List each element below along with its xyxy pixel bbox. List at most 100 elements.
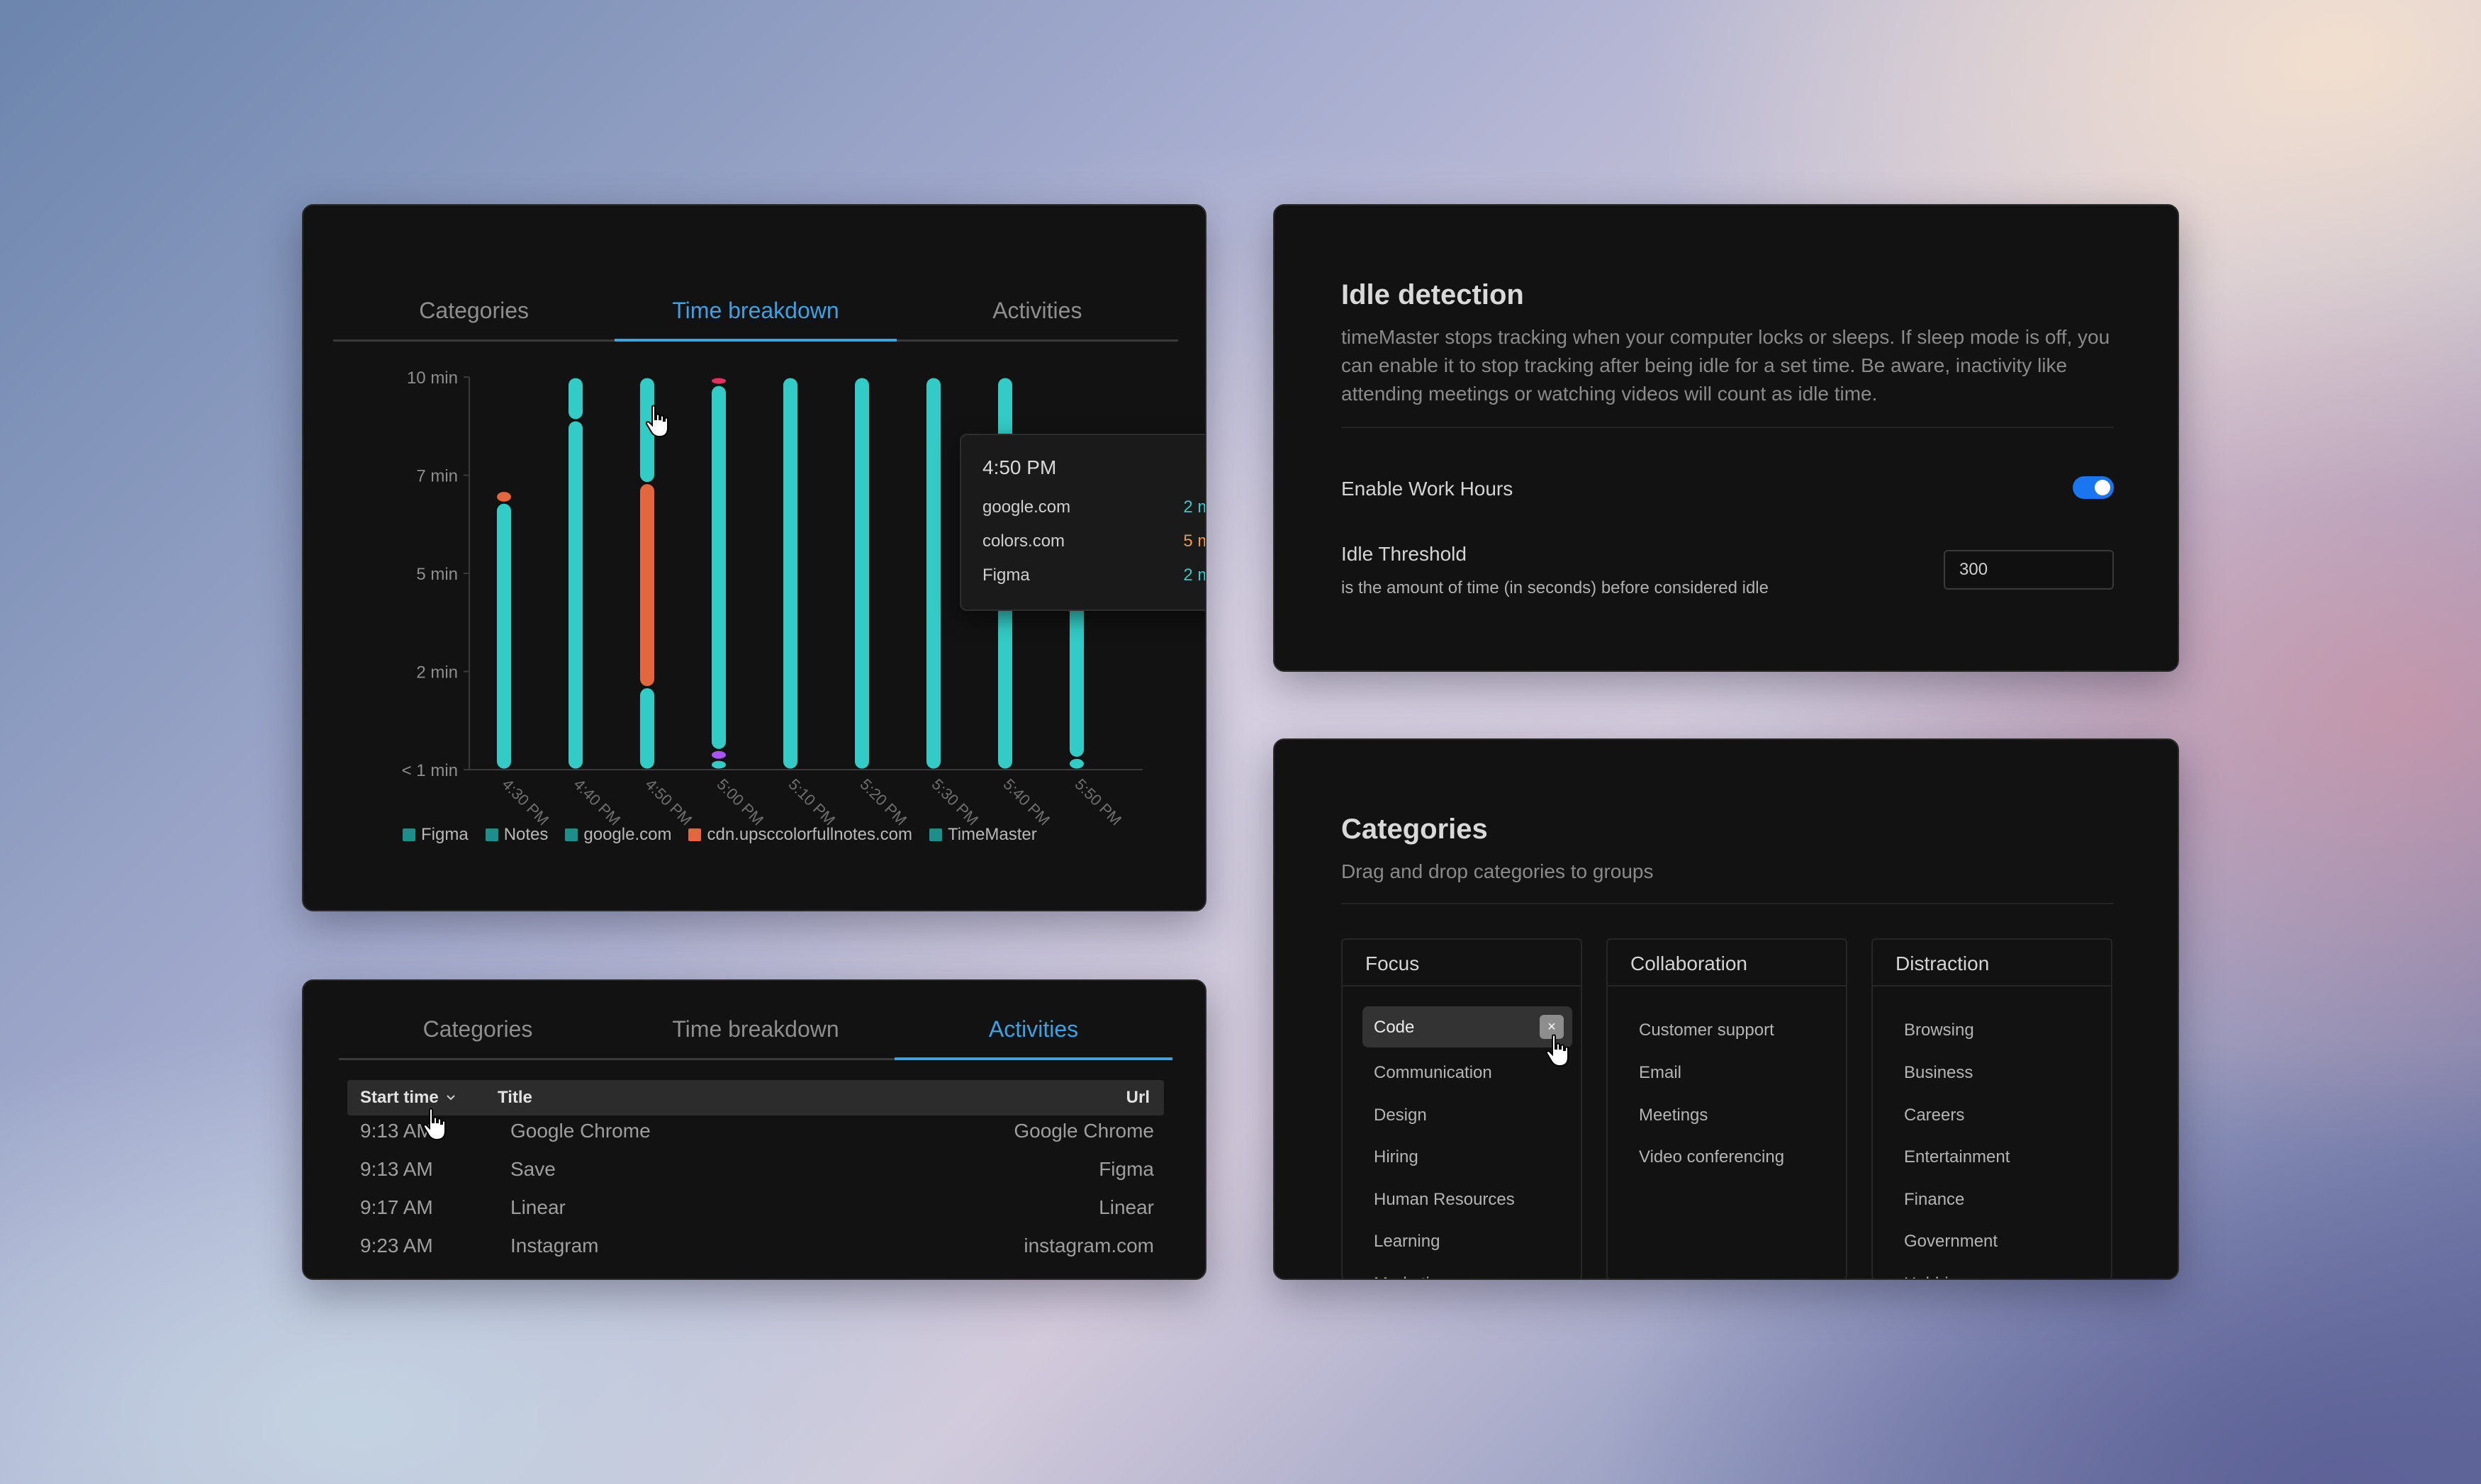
group-title: Focus [1343, 940, 1581, 986]
x-tick-label: 5:00 PM [713, 775, 767, 829]
category-item[interactable]: Careers [1904, 1106, 1965, 1125]
legend-item[interactable]: google.com [565, 825, 671, 845]
row-url: Google Chrome [1014, 1120, 1154, 1142]
category-item[interactable]: Entertainment [1904, 1147, 2010, 1167]
idle-threshold-help: is the amount of time (in seconds) befor… [1341, 578, 1769, 597]
divider [1341, 427, 2114, 428]
column-url[interactable]: Url [1126, 1088, 1150, 1107]
tab-activities[interactable]: Activities [895, 1016, 1172, 1060]
bar-segment[interactable] [497, 503, 511, 769]
sort-start-time[interactable]: Start time [347, 1088, 498, 1108]
category-item[interactable]: Human Resources [1374, 1190, 1515, 1209]
group-collaboration[interactable]: Collaboration Customer support Email Mee… [1606, 938, 1847, 1280]
legend-item[interactable]: cdn.upsccolorfullnotes.com [688, 825, 912, 845]
row-title: Save [510, 1158, 556, 1180]
tooltip-row: colors.com 5 min [982, 532, 1205, 551]
bar-segment[interactable] [1070, 758, 1084, 769]
legend-label: google.com [583, 825, 672, 844]
category-item[interactable]: Meetings [1639, 1106, 1708, 1125]
y-tick-label: 10 min [407, 369, 458, 388]
legend-item[interactable]: TimeMaster [929, 825, 1037, 845]
category-chip-code[interactable]: Code × [1362, 1006, 1572, 1047]
category-item[interactable]: Finance [1904, 1190, 1965, 1209]
legend-label: Notes [503, 825, 549, 844]
y-tick-label: 7 min [416, 467, 458, 486]
divider [1341, 903, 2114, 904]
category-item[interactable]: Communication [1374, 1063, 1492, 1082]
table-row[interactable]: 9:17 AM Linear Linear [360, 1196, 1154, 1219]
legend-swatch [403, 828, 415, 841]
hand-cursor-icon [1545, 1034, 1569, 1067]
tab-time-breakdown[interactable]: Time breakdown [615, 298, 897, 342]
legend-label: Figma [421, 825, 469, 844]
categories-title: Categories [1341, 814, 1488, 845]
legend-label: TimeMaster [947, 825, 1037, 844]
work-hours-toggle[interactable] [2073, 476, 2114, 499]
idle-threshold-label: Idle Threshold [1341, 543, 1467, 565]
table-row[interactable]: 9:13 AM Google Chrome Google Chrome [360, 1120, 1154, 1142]
category-item[interactable]: Browsing [1904, 1021, 1974, 1040]
category-item[interactable]: Hiring [1374, 1147, 1418, 1167]
category-item[interactable]: Video conferencing [1639, 1147, 1785, 1167]
bar-segment[interactable] [569, 378, 583, 420]
tooltip-row-value: 2 min [1183, 566, 1205, 585]
bar-segment[interactable] [497, 492, 511, 502]
legend-swatch [688, 828, 702, 841]
table-row[interactable]: 9:23 AM Instagram instagram.com [360, 1235, 1154, 1257]
close-icon[interactable]: × [1540, 1015, 1564, 1039]
tab-activities[interactable]: Activities [992, 298, 1082, 323]
category-item[interactable]: Government [1904, 1232, 1998, 1251]
tab-categories[interactable]: Categories [419, 298, 530, 323]
column-title[interactable]: Title [498, 1088, 532, 1107]
x-tick-label: 5:40 PM [999, 775, 1053, 829]
categories-subtitle: Drag and drop categories to groups [1341, 860, 1654, 882]
legend-swatch [485, 828, 498, 841]
x-tick-label: 4:40 PM [570, 775, 624, 829]
category-item[interactable]: Customer support [1639, 1021, 1774, 1040]
x-tick-label: 5:20 PM [856, 775, 910, 829]
chart-tabs: Categories Time breakdown Activities [333, 298, 1178, 342]
category-item[interactable]: Learning [1374, 1232, 1440, 1251]
bar-segment[interactable] [640, 378, 654, 483]
toggle-knob [2095, 480, 2110, 495]
bar-segment[interactable] [855, 378, 869, 769]
y-tick-label: 5 min [416, 565, 458, 584]
bar-segment[interactable] [569, 421, 583, 769]
legend-item[interactable]: Figma [403, 825, 469, 845]
table-row[interactable]: 9:13 AM Save Figma [360, 1158, 1154, 1181]
bar-segment[interactable] [712, 386, 726, 749]
legend-item[interactable]: Notes [485, 825, 549, 845]
tooltip-row-value: 5 min [1183, 532, 1205, 551]
category-item[interactable]: Email [1639, 1063, 1682, 1082]
tooltip-row-name: google.com [982, 498, 1071, 517]
tooltip-row: Figma 2 min [982, 566, 1205, 585]
category-item[interactable]: Business [1904, 1063, 1973, 1082]
tooltip-row-name: Figma [982, 566, 1030, 585]
category-item[interactable]: Design [1374, 1106, 1427, 1125]
group-distraction[interactable]: Distraction Browsing Business Careers En… [1871, 938, 2112, 1280]
group-focus[interactable]: Focus Code × Communication Design Hiring… [1341, 938, 1582, 1280]
row-time: 9:13 AM [360, 1158, 433, 1180]
y-tick-label: < 1 min [402, 761, 458, 780]
bar-segment[interactable] [712, 378, 726, 384]
bar-segment[interactable] [783, 378, 797, 769]
idle-detection-panel: Idle detection timeMaster stops tracking… [1273, 204, 2179, 672]
idle-title: Idle detection [1341, 279, 1524, 310]
tab-categories[interactable]: Categories [422, 1016, 533, 1042]
bar-segment[interactable] [926, 378, 941, 769]
row-time: 9:17 AM [360, 1196, 433, 1218]
group-title: Collaboration [1608, 940, 1846, 986]
tab-time-breakdown[interactable]: Time breakdown [672, 1016, 839, 1042]
tooltip-row: google.com 2 min [982, 498, 1205, 517]
category-item[interactable]: Marketing [1374, 1274, 1448, 1278]
x-tick-label: 5:30 PM [928, 775, 982, 829]
idle-threshold-input[interactable] [1944, 550, 2114, 590]
bar-segment[interactable] [640, 688, 654, 769]
row-time: 9:13 AM [360, 1120, 433, 1142]
category-item[interactable]: Hobbies [1904, 1274, 1966, 1278]
bar-segment[interactable] [712, 751, 726, 759]
row-title: Linear [510, 1196, 566, 1218]
bar-segment[interactable] [640, 484, 654, 687]
x-tick-label: 4:30 PM [498, 775, 552, 829]
bar-segment[interactable] [712, 760, 726, 769]
